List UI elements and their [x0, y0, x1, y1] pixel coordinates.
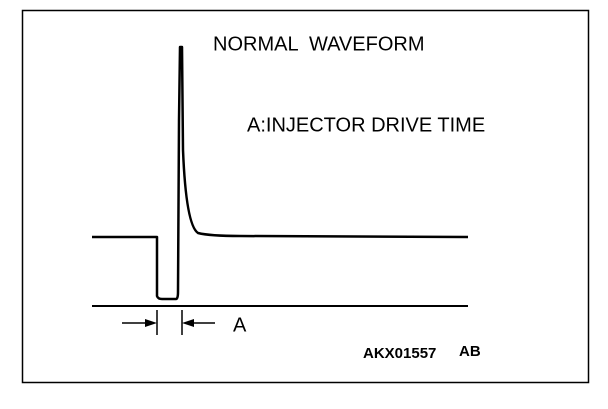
legend: A:INJECTOR DRIVE TIME — [247, 114, 485, 136]
figure-code: AKX01557 — [363, 345, 436, 362]
arrow-head — [145, 319, 157, 327]
frame — [21, 9, 590, 384]
waveform — [92, 45, 469, 301]
dimension-label: A — [233, 314, 247, 336]
title: NORMAL WAVEFORM — [213, 33, 424, 55]
figure-suffix: AB — [459, 343, 481, 360]
arrow-head — [182, 319, 194, 327]
